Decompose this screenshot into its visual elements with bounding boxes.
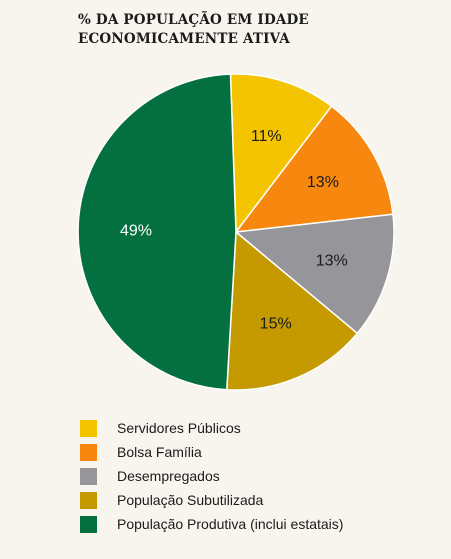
pie-slice-servidores-publicos (229, 73, 333, 233)
pie-label-servidores-publicos: 11% (251, 128, 282, 145)
pie-label-populacao-produtiva: 49% (120, 222, 152, 239)
legend-swatch-servidores-publicos (80, 420, 97, 437)
legend-swatch-bolsa-familia (80, 444, 97, 461)
pie-slice-populacao-produtiva (77, 73, 237, 391)
pie-label-populacao-subutilizada: 15% (260, 315, 292, 332)
pie-label-bolsa-familia: 13% (307, 174, 339, 191)
legend-swatch-populacao-produtiva (80, 516, 97, 533)
legend-label-servidores-publicos: Servidores Públicos (117, 420, 241, 436)
legend-label-desempregados: Desempregados (117, 468, 220, 484)
legend-swatch-desempregados (80, 468, 97, 485)
pie-slice-bolsa-familia (235, 105, 394, 233)
legend-swatch-populacao-subutilizada (80, 492, 97, 509)
pie-slice-populacao-subutilizada (226, 231, 358, 391)
legend-label-populacao-subutilizada: População Subutilizada (117, 492, 264, 508)
chart-title-line-2: ECONOMICAMENTE ATIVA (78, 31, 290, 47)
legend-label-populacao-produtiva: População Produtiva (inclui estatais) (117, 516, 344, 532)
chart-title-line-1: % DA POPULAÇÃO EM IDADE (78, 12, 309, 28)
chart-title: % DA POPULAÇÃO EM IDADE ECONOMICAMENTE A… (78, 11, 418, 49)
pie-label-desempregados: 13% (316, 252, 348, 269)
pie-chart: 11% 13% 13% 15% 49% (77, 73, 395, 391)
legend-label-bolsa-familia: Bolsa Família (117, 444, 202, 460)
pie-slice-desempregados (235, 213, 395, 335)
